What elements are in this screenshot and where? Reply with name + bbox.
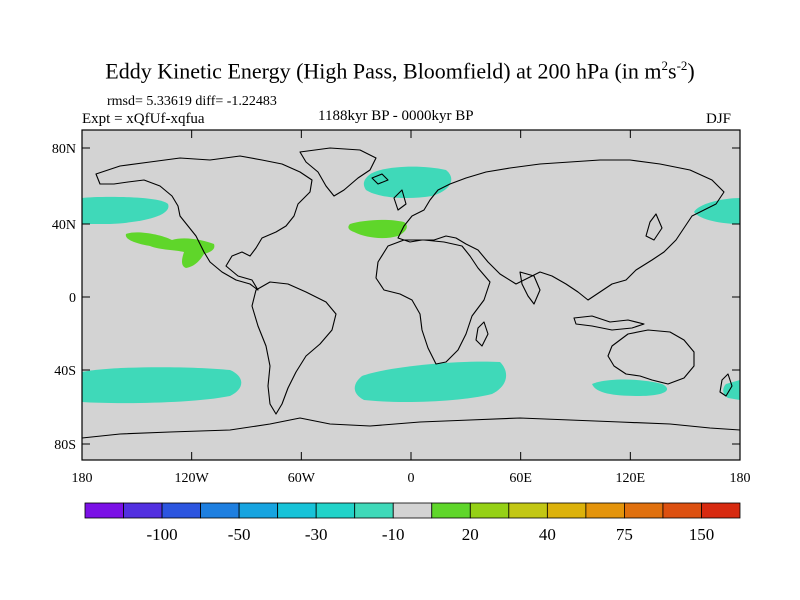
colorbar-swatch <box>84 502 124 519</box>
longitude-axis: 180 120W 60W 0 60E 120E 180 <box>72 130 751 486</box>
lat-tick-label: 0 <box>69 291 76 306</box>
colorbar-swatch <box>508 502 548 519</box>
colorbar-swatch <box>200 502 240 519</box>
coastline-british-isles <box>393 189 407 211</box>
colorbar-swatch <box>354 502 394 519</box>
far-south-pacific-teal <box>723 380 740 400</box>
lon-tick-label: 180 <box>72 471 93 486</box>
colorbar-label: -30 <box>305 525 328 544</box>
coastline-new-zealand <box>719 373 733 397</box>
lon-tick-label: 120W <box>175 471 210 486</box>
south-indian-teal <box>592 379 668 396</box>
lat-tick-label: 80S <box>54 438 76 453</box>
lon-tick-label: 0 <box>408 471 415 486</box>
coastlines <box>81 147 741 439</box>
coastline-greenland <box>299 147 377 197</box>
colorbar-label: 40 <box>539 525 556 544</box>
colorbar-label: -10 <box>382 525 405 544</box>
coastline-iceland <box>371 173 389 185</box>
south-atlantic-teal <box>354 361 507 402</box>
coastline-japan <box>645 213 663 241</box>
colorbar-swatch <box>431 502 471 519</box>
experiment-label: Expt = xQfUf-xqfua <box>82 111 205 127</box>
rmsd-diff-stats: rmsd= 5.33619 diff= -1.22483 <box>107 94 277 109</box>
coastline-indonesia <box>573 315 645 331</box>
lon-tick-label: 60E <box>509 471 532 486</box>
coastline-australia <box>607 329 695 385</box>
lon-tick-label: 60W <box>288 471 316 486</box>
coastline-eurasia <box>397 159 725 301</box>
colorbar-swatch <box>238 502 279 519</box>
colorbar-label: 20 <box>462 525 479 544</box>
coastline-madagascar <box>475 321 489 347</box>
colorbar-label: 150 <box>689 525 715 544</box>
coastline-antarctica <box>81 417 741 439</box>
lon-tick-label: 180 <box>730 471 751 486</box>
coastline-north-america <box>95 155 313 291</box>
colorbar-swatch <box>469 502 510 519</box>
period-label: 1188kyr BP - 0000kyr BP <box>318 108 474 124</box>
colorbar: -100 -50 -30 -10 20 40 75 150 <box>84 502 741 544</box>
lat-tick-label: 80N <box>52 142 76 157</box>
colorbar-label: -100 <box>146 525 177 544</box>
colorbar-swatch <box>585 502 625 519</box>
colorbar-swatch <box>624 502 664 519</box>
east-pacific-green <box>125 232 215 268</box>
colorbar-label: 75 <box>616 525 633 544</box>
iberia-green <box>348 219 407 239</box>
colorbar-label: -50 <box>228 525 251 544</box>
colorbar-swatch <box>392 502 433 519</box>
colorbar-swatch <box>315 502 356 519</box>
map-title: Eddy Kinetic Energy (High Pass, Bloomfie… <box>105 58 695 84</box>
colorbar-swatch <box>161 502 201 519</box>
lat-tick-label: 40S <box>54 364 76 379</box>
nw-pacific-teal <box>82 196 169 224</box>
anomaly-regions <box>82 166 740 404</box>
south-pacific-teal <box>82 367 242 404</box>
colorbar-swatch <box>123 502 163 519</box>
colorbar-swatch <box>662 502 702 519</box>
colorbar-swatch <box>277 502 317 519</box>
north-atlantic-teal <box>363 166 452 198</box>
colorbar-swatch <box>701 502 741 519</box>
coastline-south-america <box>251 281 337 415</box>
coastline-india <box>519 271 541 305</box>
coastline-africa <box>375 239 491 365</box>
ne-pacific-teal <box>694 198 740 224</box>
season-label: DJF <box>706 111 732 127</box>
lon-tick-label: 120E <box>616 471 646 486</box>
lat-tick-label: 40N <box>52 218 76 233</box>
colorbar-swatch <box>546 502 587 519</box>
latitude-axis: 80N 40N 0 40S 80S <box>52 142 740 453</box>
